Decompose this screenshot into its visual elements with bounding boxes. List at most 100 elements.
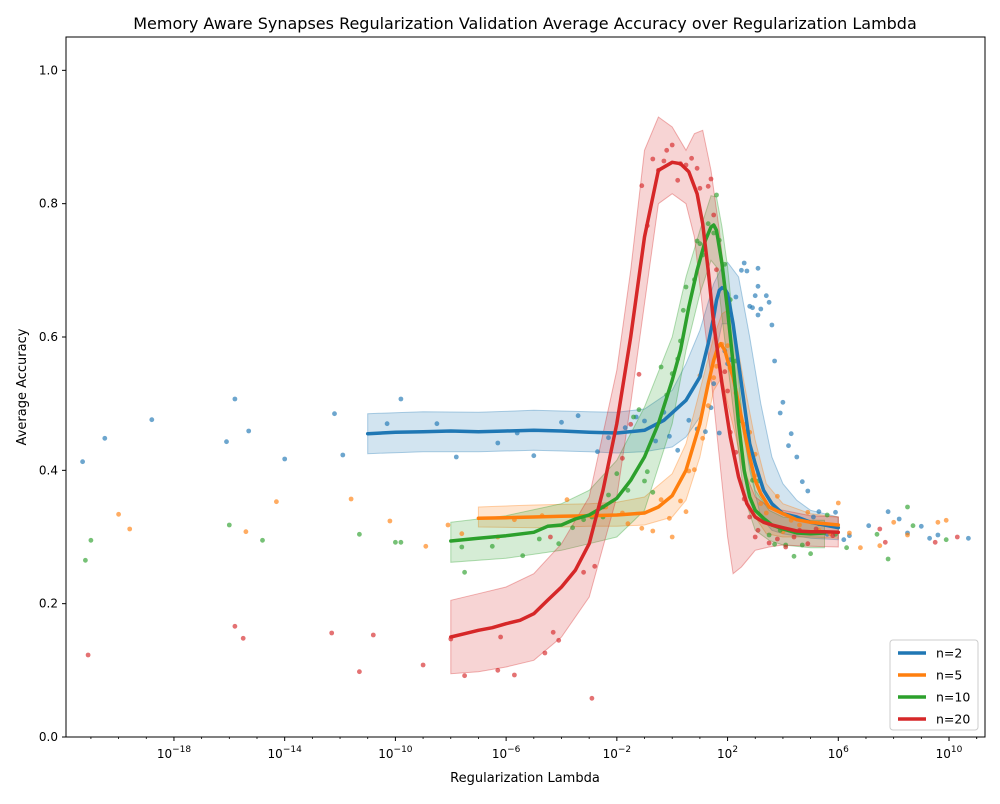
point-n20: [689, 155, 694, 161]
point-n10: [680, 307, 686, 313]
point-n2: [966, 535, 971, 541]
x-axis-label: Regularization Lambda: [450, 771, 600, 786]
point-n2: [918, 523, 924, 529]
point-n20: [357, 669, 362, 675]
point-n5: [775, 493, 780, 499]
point-n2: [799, 479, 805, 485]
point-n10: [644, 469, 650, 475]
x-tick-label: 10−10: [378, 745, 413, 761]
point-n5: [847, 530, 852, 536]
point-n20: [747, 514, 753, 520]
point-n20: [498, 634, 503, 640]
plot-area-frame: [65, 36, 986, 738]
point-n5: [459, 531, 465, 537]
point-n2: [332, 411, 337, 417]
point-n10: [570, 525, 575, 531]
point-n2: [772, 358, 777, 364]
point-n5: [692, 467, 697, 473]
point-n2: [769, 322, 775, 328]
point-n5: [835, 500, 841, 506]
point-n20: [329, 630, 335, 636]
point-n10: [636, 407, 642, 413]
point-n5: [711, 375, 717, 381]
point-n2: [711, 381, 717, 387]
point-n2: [733, 294, 739, 300]
line-n20: [449, 160, 841, 639]
point-n2: [434, 421, 440, 427]
point-n5: [243, 529, 249, 535]
point-n10: [88, 537, 94, 543]
point-n5: [858, 545, 863, 551]
point-n5: [943, 517, 949, 523]
point-n5: [877, 543, 883, 549]
point-n20: [650, 156, 656, 162]
point-n2: [866, 523, 872, 529]
point-n2: [786, 443, 791, 449]
point-n5: [678, 498, 683, 504]
y-tick-label: 0.8: [39, 197, 58, 211]
point-n2: [739, 267, 744, 273]
point-n2: [763, 293, 769, 299]
point-n2: [559, 419, 564, 425]
point-n5: [758, 501, 764, 507]
point-n2: [453, 454, 459, 460]
x-axis-ticks: 10−18 10−14 10−10 10−6 10−2 102 106 1010: [90, 737, 978, 761]
point-n20: [556, 637, 562, 643]
point-n10: [462, 569, 467, 575]
line-n10: [449, 223, 827, 543]
point-n20: [954, 534, 960, 540]
point-n10: [791, 553, 797, 559]
point-n20: [783, 544, 789, 550]
point-n5: [669, 534, 675, 540]
point-n10: [393, 539, 398, 545]
point-n20: [791, 534, 797, 540]
legend-label-n20: n=20: [936, 712, 970, 727]
point-n20: [805, 541, 811, 547]
trend-lines: [365, 160, 841, 639]
point-n5: [705, 403, 711, 409]
point-n5: [650, 528, 656, 534]
point-n20: [581, 569, 586, 575]
point-n2: [744, 268, 750, 274]
point-n20: [620, 455, 625, 461]
point-n5: [891, 519, 897, 525]
point-n10: [606, 492, 611, 498]
point-n2: [398, 396, 404, 402]
point-n2: [927, 535, 932, 541]
point-n20: [877, 526, 883, 532]
point-n20: [705, 183, 711, 189]
point-n20: [628, 421, 634, 427]
point-n2: [755, 265, 761, 271]
point-n20: [240, 635, 246, 641]
point-n10: [683, 284, 689, 290]
point-n10: [398, 539, 404, 545]
point-n5: [274, 499, 279, 505]
point-n2: [716, 430, 722, 436]
band-n5: [477, 309, 839, 539]
chart-title: Memory Aware Synapses Regularization Val…: [133, 14, 917, 33]
point-n20: [775, 536, 780, 542]
point-n2: [811, 514, 816, 520]
point-n10: [697, 241, 703, 247]
point-n2: [841, 537, 847, 543]
point-n2: [606, 435, 611, 441]
point-n10: [705, 221, 711, 227]
point-n5: [797, 522, 802, 528]
point-n2: [102, 435, 108, 441]
point-n10: [658, 364, 664, 370]
point-n2: [495, 440, 501, 446]
point-n20: [512, 672, 517, 678]
point-n10: [625, 487, 631, 493]
point-n20: [661, 158, 667, 164]
point-n5: [667, 515, 672, 521]
point-n10: [943, 537, 949, 543]
point-n20: [766, 540, 772, 546]
point-n2: [246, 428, 252, 434]
x-tick-label: 10−6: [492, 745, 521, 761]
line-n5: [476, 341, 841, 527]
point-n2: [675, 447, 681, 453]
point-n2: [935, 532, 941, 538]
point-n20: [232, 623, 238, 629]
